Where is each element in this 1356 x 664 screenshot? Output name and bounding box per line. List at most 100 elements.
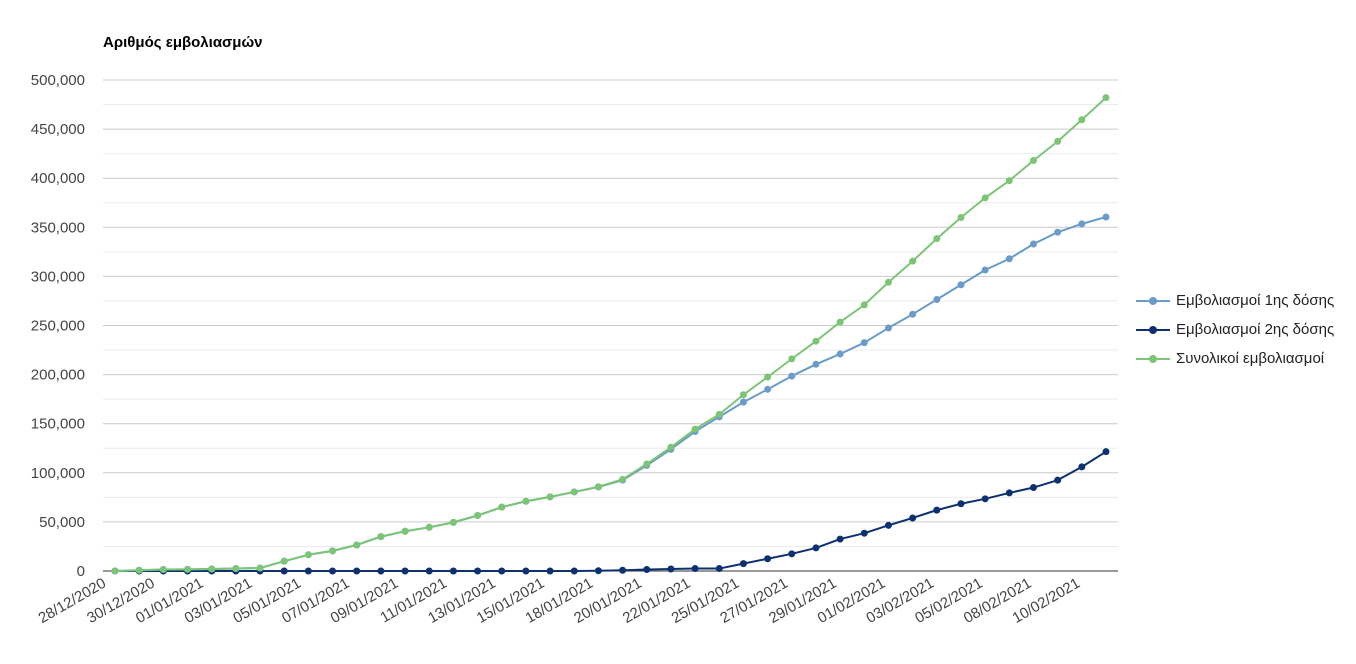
data-point: [715, 410, 723, 418]
data-point: [739, 398, 747, 406]
data-point: [570, 567, 578, 575]
data-point: [957, 500, 965, 508]
data-point: [1005, 255, 1013, 263]
data-point: [715, 565, 723, 573]
data-point: [304, 551, 312, 559]
legend-label: Συνολικοί εμβολιασμοί: [1176, 350, 1325, 367]
data-point: [860, 339, 868, 347]
data-point: [884, 278, 892, 286]
legend: Εμβολιασμοί 1ης δόσης Εμβολιασμοί 2ης δόσ…: [1136, 286, 1334, 373]
data-point: [232, 565, 240, 573]
data-point: [401, 567, 409, 575]
data-point: [1102, 448, 1110, 456]
data-point: [377, 533, 385, 541]
data-point: [1078, 220, 1086, 228]
data-point: [208, 565, 216, 573]
y-axis-ticks: 0 50,000 100,000 150,000 200,000 250,000 300,0…: [31, 72, 85, 580]
legend-label: Εμβολιασμοί 2ης δόσης: [1176, 321, 1335, 338]
data-point: [377, 567, 385, 575]
data-point: [1029, 484, 1037, 492]
x-axis-ticks: 28/12/202030/12/202001/01/202103/01/2021…: [35, 575, 1083, 627]
data-point: [619, 566, 627, 574]
data-point: [304, 567, 312, 575]
data-point: [1029, 240, 1037, 248]
data-point: [184, 565, 192, 573]
data-point: [1078, 116, 1086, 124]
data-point: [981, 495, 989, 503]
legend-item: Εμβολιασμοί 2ης δόσης: [1136, 315, 1334, 344]
data-point: [1078, 463, 1086, 471]
data-point: [909, 310, 917, 318]
data-point: [449, 518, 457, 526]
data-point: [280, 567, 288, 575]
series-line: [114, 96, 1107, 572]
data-point: [957, 213, 965, 221]
data-point: [788, 355, 796, 363]
data-point: [860, 301, 868, 309]
data-point: [788, 550, 796, 558]
data-point: [1054, 137, 1062, 145]
data-point: [159, 566, 167, 574]
data-point: [643, 566, 651, 574]
data-point: [353, 567, 361, 575]
data-point: [1029, 157, 1037, 165]
data-point: [691, 425, 699, 433]
data-point: [691, 565, 699, 573]
y-tick-label: 150,000: [31, 416, 85, 433]
series-line: [115, 450, 1107, 572]
data-point: [667, 443, 675, 451]
data-point: [933, 235, 941, 243]
legend-item: Συνολικοί εμβολιασμοί: [1136, 344, 1334, 373]
data-point: [884, 521, 892, 529]
series-line: [114, 216, 1107, 572]
data-point: [667, 565, 675, 573]
series-2: [111, 448, 1110, 575]
chart-title: Αριθμός εμβολιασμών: [103, 34, 263, 51]
data-point: [329, 547, 337, 555]
data-point: [401, 527, 409, 535]
data-point: [812, 337, 820, 345]
data-point: [643, 460, 651, 468]
legend-swatch: [1136, 294, 1170, 308]
data-point: [1054, 476, 1062, 484]
data-point: [739, 391, 747, 399]
data-point: [836, 350, 844, 358]
legend-label: Εμβολιασμοί 1ης δόσης: [1176, 292, 1335, 309]
data-point: [474, 567, 482, 575]
data-point: [860, 529, 868, 537]
y-tick-label: 100,000: [31, 465, 85, 482]
data-point: [812, 544, 820, 552]
data-point: [474, 512, 482, 520]
data-point: [909, 257, 917, 265]
y-tick-label: 500,000: [31, 72, 85, 89]
data-point: [353, 541, 361, 549]
y-tick-label: 450,000: [31, 121, 85, 138]
data-point: [812, 360, 820, 368]
y-tick-label: 350,000: [31, 219, 85, 236]
data-point: [1005, 177, 1013, 185]
data-point: [884, 324, 892, 332]
data-point: [449, 567, 457, 575]
data-point: [764, 555, 772, 563]
y-tick-label: 250,000: [31, 318, 85, 335]
legend-swatch: [1136, 352, 1170, 366]
data-point: [836, 535, 844, 543]
data-point: [933, 295, 941, 303]
series-1: [111, 213, 1110, 575]
data-point: [836, 318, 844, 326]
data-point: [498, 567, 506, 575]
data-point: [1005, 489, 1013, 497]
data-point: [1102, 94, 1110, 102]
data-point: [256, 564, 264, 572]
data-point: [329, 567, 337, 575]
gridlines: [103, 79, 1118, 547]
y-tick-label: 200,000: [31, 367, 85, 384]
series-layer: [111, 94, 1110, 575]
data-point: [135, 566, 143, 574]
data-point: [280, 557, 288, 565]
data-point: [594, 483, 602, 491]
data-point: [1054, 228, 1062, 236]
data-point: [522, 567, 530, 575]
data-point: [764, 373, 772, 381]
